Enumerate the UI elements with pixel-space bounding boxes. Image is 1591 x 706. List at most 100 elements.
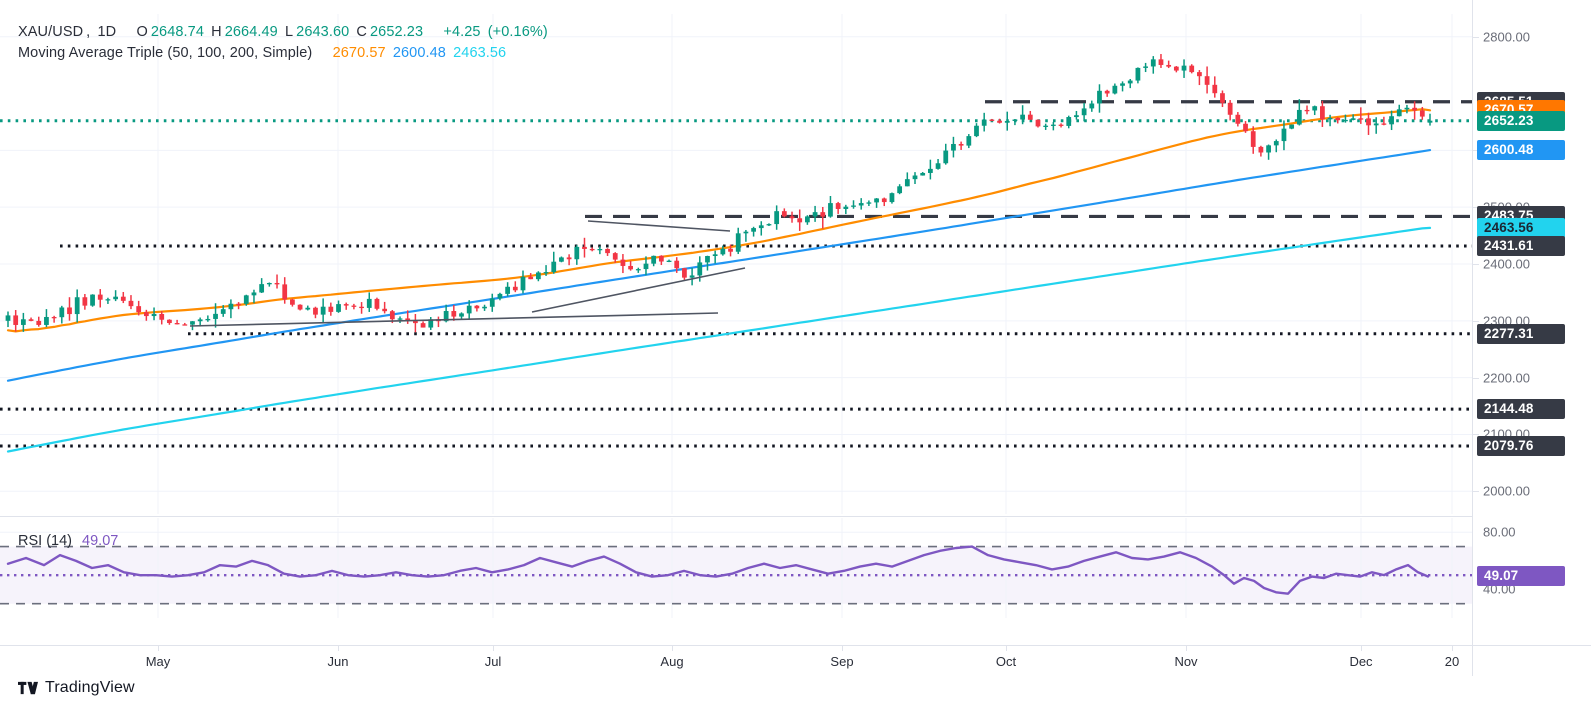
candle-body bbox=[205, 318, 211, 321]
candle-body bbox=[305, 307, 311, 310]
candle-body bbox=[143, 312, 149, 317]
price-badge[interactable]: 2079.76 bbox=[1477, 435, 1565, 456]
candle-body bbox=[389, 311, 395, 320]
price-badge[interactable]: 2431.61 bbox=[1477, 236, 1565, 257]
trendline[interactable] bbox=[587, 220, 731, 232]
time-axis-tick-mark bbox=[493, 646, 494, 651]
candle-body bbox=[343, 304, 349, 306]
price-badge[interactable]: 2144.48 bbox=[1477, 399, 1565, 420]
candle-body bbox=[182, 324, 188, 326]
candle-body bbox=[582, 246, 587, 249]
moving-average-line bbox=[6, 226, 1432, 453]
candle-body bbox=[1181, 65, 1187, 71]
candle-body bbox=[1296, 109, 1302, 125]
candle-body bbox=[151, 313, 157, 317]
candle-body bbox=[697, 262, 703, 276]
time-axis-tick-mark bbox=[338, 646, 339, 651]
candle-body bbox=[1173, 66, 1179, 71]
candle-body bbox=[1058, 124, 1064, 126]
price-badge[interactable]: 2600.48 bbox=[1477, 140, 1565, 161]
rsi-axis-tick: 80.00 bbox=[1483, 524, 1516, 540]
candle-body bbox=[136, 306, 142, 313]
candle-body bbox=[397, 318, 403, 320]
candle-body bbox=[1381, 123, 1387, 125]
candle-body bbox=[666, 260, 672, 262]
candle-body bbox=[459, 313, 464, 317]
candle-body bbox=[520, 276, 526, 291]
rsi-badge[interactable]: 49.07 bbox=[1477, 566, 1565, 587]
candle-body bbox=[5, 315, 11, 321]
candle-body bbox=[559, 257, 564, 262]
candle-body bbox=[44, 316, 49, 325]
candle-body bbox=[1304, 109, 1310, 112]
candle-body bbox=[28, 319, 34, 321]
candle-body bbox=[535, 272, 541, 280]
price-badge[interactable]: 2463.56 bbox=[1477, 217, 1565, 238]
candle-body bbox=[1166, 64, 1172, 67]
candle-body bbox=[1273, 141, 1279, 146]
price-pane[interactable] bbox=[0, 14, 1472, 514]
candle-body bbox=[643, 263, 649, 270]
candle-body bbox=[428, 319, 434, 328]
trendline[interactable] bbox=[189, 312, 719, 327]
candle-body bbox=[1396, 109, 1402, 117]
candle-body bbox=[489, 298, 495, 307]
candle-body bbox=[720, 248, 726, 255]
candle-body bbox=[851, 205, 856, 207]
time-axis[interactable]: May Jun Jul Aug Sep Oct Nov Dec 20 bbox=[0, 645, 1591, 676]
candle-body bbox=[866, 202, 872, 204]
time-axis-tick: May bbox=[145, 654, 171, 669]
candle-body bbox=[67, 307, 72, 315]
candle-body bbox=[597, 248, 603, 251]
candle-body bbox=[1074, 115, 1079, 118]
time-axis-tick: Sep bbox=[830, 654, 854, 669]
candle-body bbox=[1366, 118, 1371, 126]
candle-body bbox=[881, 198, 887, 203]
candle-body bbox=[1050, 124, 1056, 126]
candle-body bbox=[1089, 103, 1095, 109]
candle-body bbox=[1335, 117, 1341, 121]
price-badge[interactable]: 2277.31 bbox=[1477, 323, 1565, 344]
pane-separator[interactable] bbox=[0, 516, 1472, 517]
candle-body bbox=[266, 282, 272, 285]
candle-body bbox=[589, 248, 595, 251]
moving-average-line bbox=[6, 149, 1432, 382]
candle-body bbox=[1197, 72, 1202, 77]
rsi-pane[interactable] bbox=[0, 518, 1472, 618]
candle-body bbox=[97, 294, 103, 300]
candle-body bbox=[551, 261, 557, 273]
candle-body bbox=[290, 299, 295, 305]
candle-body bbox=[405, 318, 411, 321]
candle-body bbox=[451, 311, 457, 317]
candle-body bbox=[751, 228, 756, 232]
time-axis-tick: Jul bbox=[484, 654, 502, 669]
candle-body bbox=[543, 272, 549, 274]
trendline[interactable] bbox=[531, 267, 746, 313]
candle-body bbox=[1012, 119, 1018, 121]
price-axis-tick-mark bbox=[1473, 434, 1479, 436]
candle-body bbox=[228, 303, 234, 310]
rsi-legend-value: 49.07 bbox=[82, 533, 119, 549]
candle-body bbox=[213, 313, 218, 319]
candle-body bbox=[912, 175, 918, 180]
candle-body bbox=[1027, 114, 1033, 120]
candle-body bbox=[674, 260, 680, 269]
time-axis-tick-mark bbox=[1452, 646, 1453, 651]
candle-body bbox=[774, 211, 780, 225]
candle-body bbox=[482, 306, 487, 309]
candle-body bbox=[1143, 66, 1148, 68]
candle-body bbox=[1266, 145, 1271, 153]
candle-body bbox=[167, 319, 172, 324]
rsi-legend-name[interactable]: RSI (14) bbox=[18, 533, 72, 549]
candle-body bbox=[59, 307, 65, 318]
tradingview-branding[interactable]: TradingView bbox=[18, 679, 135, 697]
price-badge[interactable]: 2652.23 bbox=[1477, 110, 1565, 131]
candle-body bbox=[1112, 85, 1118, 94]
candle-body bbox=[689, 275, 695, 278]
price-axis[interactable]: 2800.002600.002500.002400.002300.002200.… bbox=[1472, 0, 1591, 645]
candle-body bbox=[297, 304, 303, 310]
candle-body bbox=[1227, 102, 1233, 115]
candle-body bbox=[951, 143, 956, 151]
axis-corner-divider bbox=[1472, 646, 1473, 676]
candle-body bbox=[1427, 120, 1433, 123]
